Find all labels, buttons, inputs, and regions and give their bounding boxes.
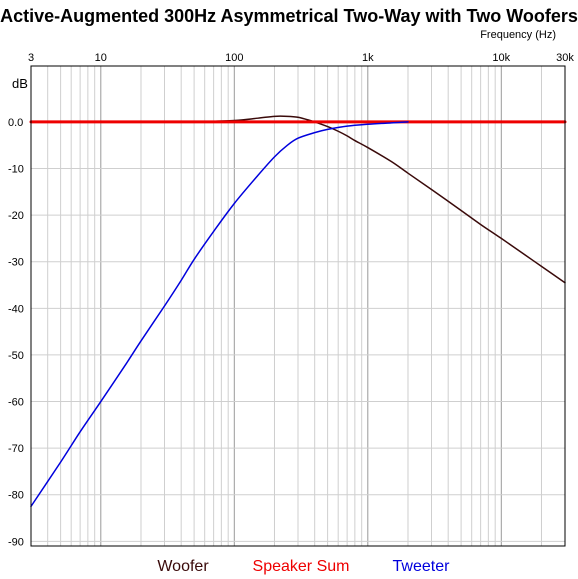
y-tick-label: -30 — [8, 257, 24, 269]
series-line-woofer — [193, 115, 566, 284]
legend: Woofer Speaker Sum Tweeter — [157, 558, 450, 575]
series-line-tweeter — [30, 121, 409, 508]
legend-entry-tweeter: Tweeter — [393, 558, 451, 575]
y-tick-label: -80 — [8, 490, 24, 502]
x-tick-label: 10k — [492, 52, 510, 64]
y-tick-label: -60 — [8, 397, 24, 409]
y-tick-label: -40 — [8, 303, 24, 315]
y-tick-label: -70 — [8, 443, 24, 455]
legend-entry-speaker-sum: Speaker Sum — [253, 558, 350, 575]
x-tick-label: 3 — [28, 52, 34, 64]
x-tick-label: 10 — [95, 52, 107, 64]
x-tick-label: 1k — [362, 52, 374, 64]
tick-labels: 3 10 100 1k 10k 30k 0.0 -10 -20 -30 -40 -50 -60 -70 -8… — [8, 52, 574, 548]
x-axis-label: Frequency (Hz) — [480, 29, 556, 41]
chart-title: Active-Augmented 300Hz Asymmetrical Two-… — [0, 6, 578, 26]
x-tick-label: 30k — [556, 52, 574, 64]
plot-frame — [30, 65, 566, 547]
y-tick-label: -50 — [8, 350, 24, 362]
y-axis-label: dB — [12, 76, 28, 91]
x-tick-label: 100 — [225, 52, 243, 64]
y-tick-label: -10 — [8, 164, 24, 176]
series-lines — [29, 115, 567, 508]
y-tick-label: -90 — [8, 536, 24, 548]
y-tick-label: -20 — [8, 210, 24, 222]
legend-entry-woofer: Woofer — [157, 558, 209, 575]
y-tick-label: 0.0 — [8, 117, 23, 129]
